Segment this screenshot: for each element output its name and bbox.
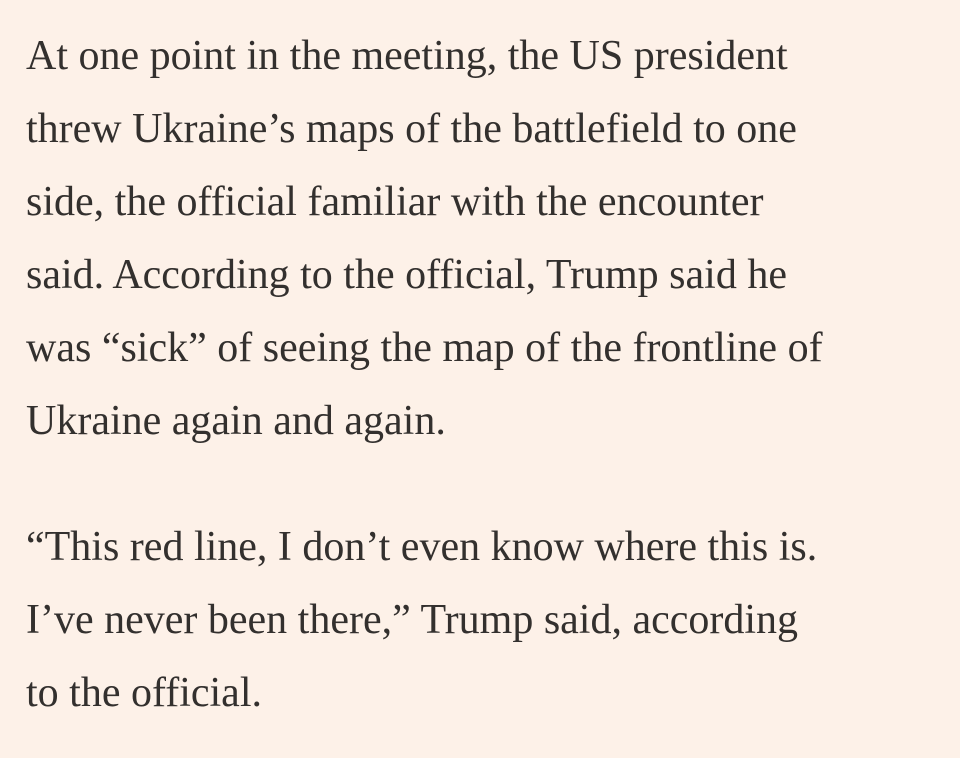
text-line: Ukraine again and again. — [26, 398, 446, 444]
text-line: At one point in the meeting, the US pres… — [26, 33, 788, 79]
text-line: threw Ukraine’s maps of the battlefield … — [26, 106, 797, 152]
text-line: I’ve never been there,” Trump said, acco… — [26, 597, 799, 643]
paragraph-meeting-account: At one point in the meeting, the US pres… — [26, 20, 930, 458]
text-line: said. According to the official, Trump s… — [26, 252, 787, 298]
paragraph-quote: “This red line, I don’t even know where … — [26, 511, 930, 730]
text-line: to the official. — [26, 670, 262, 716]
text-line: was “sick” of seeing the map of the fron… — [26, 325, 823, 371]
text-line: “This red line, I don’t even know where … — [26, 524, 818, 570]
text-line: side, the official familiar with the enc… — [26, 179, 764, 225]
